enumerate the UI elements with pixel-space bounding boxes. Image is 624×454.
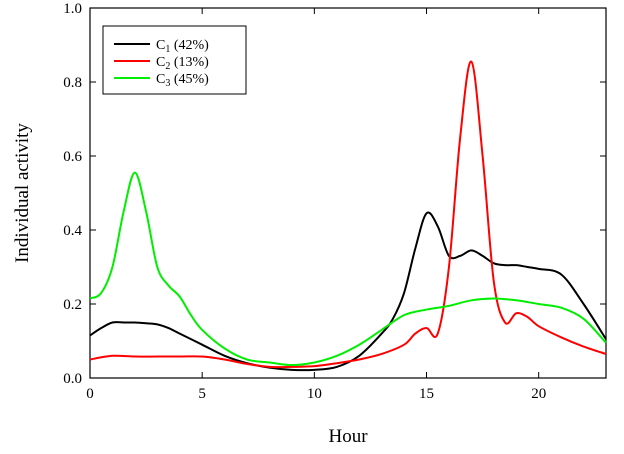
y-tick-label: 1.0 (63, 1, 82, 17)
y-axis-title: Individual activity (12, 123, 33, 263)
x-tick-label: 5 (198, 386, 206, 402)
legend-label-c1: C1 (42%) (156, 38, 209, 55)
series-layer (89, 60, 607, 372)
x-axis-title: Hour (328, 426, 368, 447)
y-tick-label: 0.2 (63, 297, 82, 313)
series-line-c3 (89, 171, 607, 367)
x-tick-label: 0 (86, 386, 94, 402)
legend-label-c2: C2 (13%) (156, 55, 209, 72)
y-tick-label: 0.8 (63, 75, 82, 91)
y-tick-label: 0.6 (63, 149, 82, 165)
axis-layer: 0 5 10 15 20 0.0 0.2 0.4 0.6 0.8 1.0 (63, 1, 606, 402)
x-tick-label: 15 (419, 386, 434, 402)
y-tick-label: 0.0 (63, 371, 82, 387)
y-tick-label: 0.4 (63, 223, 82, 239)
x-tick-label: 10 (307, 386, 322, 402)
series-line-c2 (89, 60, 607, 369)
legend-label-c3: C3 (45%) (156, 72, 209, 89)
series-line-c1 (89, 211, 607, 372)
x-tick-label: 20 (531, 386, 546, 402)
legend: C1 (42%)C2 (13%)C3 (45%) (102, 25, 247, 95)
